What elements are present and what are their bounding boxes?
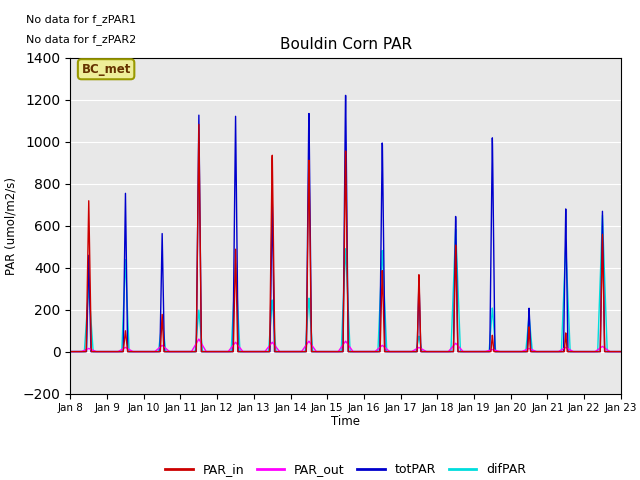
Text: BC_met: BC_met bbox=[81, 63, 131, 76]
X-axis label: Time: Time bbox=[331, 415, 360, 428]
Text: No data for f_zPAR1: No data for f_zPAR1 bbox=[26, 14, 136, 25]
Title: Bouldin Corn PAR: Bouldin Corn PAR bbox=[280, 37, 412, 52]
Y-axis label: PAR (umol/m2/s): PAR (umol/m2/s) bbox=[4, 177, 17, 275]
Text: No data for f_zPAR2: No data for f_zPAR2 bbox=[26, 34, 136, 45]
Legend: PAR_in, PAR_out, totPAR, difPAR: PAR_in, PAR_out, totPAR, difPAR bbox=[160, 458, 531, 480]
